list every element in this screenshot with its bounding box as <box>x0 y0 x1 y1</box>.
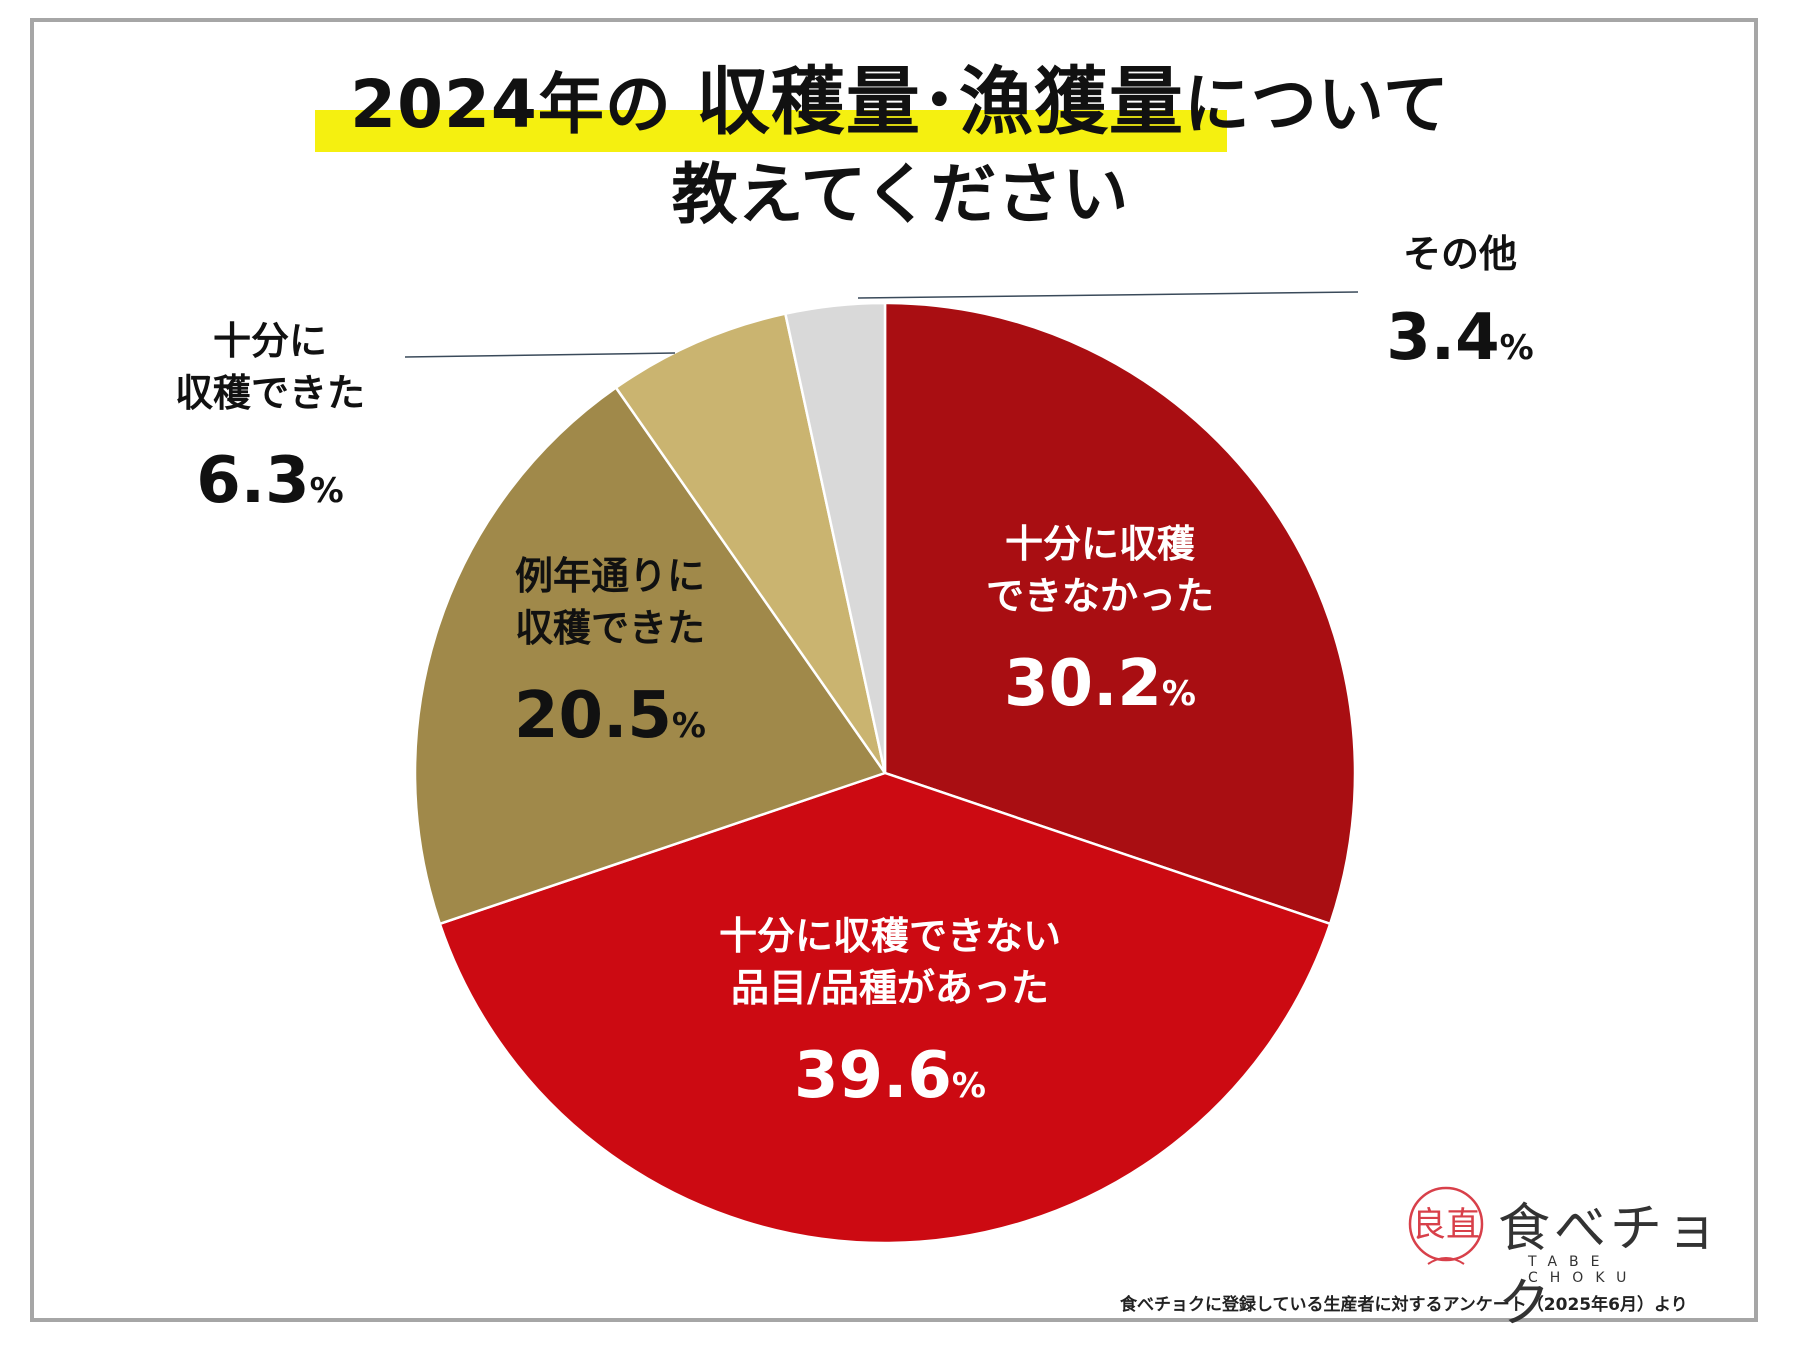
title-suffix: について <box>1183 66 1450 143</box>
slice-label-3: 十分に 収穫できた 6.3% <box>130 315 410 531</box>
title-line2: 教えてください <box>671 156 1129 233</box>
slice-0-name-line1: 十分に収穫 <box>1004 522 1195 566</box>
pie-slice-3 <box>614 312 887 774</box>
slice-3-name-line2: 収穫できた <box>174 371 365 415</box>
slice-0-name-line2: できなかった <box>985 574 1214 618</box>
slice-4-name-line1: その他 <box>1402 232 1517 276</box>
chart-title: 2024年の 収穫量･漁獲量について 教えてください <box>0 60 1800 237</box>
leader-line-3 <box>404 352 676 358</box>
source-footnote: 食べチョクに登録している生産者に対するアンケート（2025年6月）より <box>1120 1295 1688 1315</box>
slice-label-0: 十分に収穫 できなかった 30.2% <box>935 518 1265 734</box>
slice-2-value: 20.5% <box>514 679 706 753</box>
slice-label-2: 例年通りに 収穫できた 20.5% <box>445 550 775 766</box>
pie-slice-1 <box>438 771 1332 1245</box>
pie-slice-4 <box>783 301 887 774</box>
title-line1: 2024年の 収穫量･漁獲量について <box>350 60 1450 147</box>
slice-2-name-line1: 例年通りに <box>514 554 705 598</box>
logo-mark-text: 良直 <box>1412 1205 1480 1245</box>
logo-mark-icon: 良直 <box>1408 1186 1484 1265</box>
logo-name: 食べチョク <box>1498 1199 1723 1334</box>
slice-0-value: 30.2% <box>1004 647 1196 721</box>
slice-1-name-line1: 十分に収穫できない <box>718 914 1061 958</box>
title-highlight-text: 収穫量･漁獲量 <box>695 59 1184 145</box>
pie-slice-0 <box>883 301 1357 926</box>
brand-logo: 良直 食べチョク TABE CHOKU <box>1398 1178 1738 1334</box>
slice-1-name-line2: 品目/品種があった <box>731 966 1049 1010</box>
title-highlight <box>315 110 1227 152</box>
slice-4-value: 3.4% <box>1386 301 1534 375</box>
slice-label-1: 十分に収穫できない 品目/品種があった 39.6% <box>640 910 1140 1126</box>
slice-3-value: 6.3% <box>196 444 344 518</box>
slice-1-value: 39.6% <box>794 1039 986 1113</box>
leader-line-4 <box>857 291 1359 299</box>
slice-label-4: その他 3.4% <box>1360 228 1560 388</box>
logo-subtitle: TABE CHOKU <box>1528 1254 1639 1286</box>
chart-frame <box>30 18 1758 1322</box>
title-prefix: 2024年の <box>350 66 672 143</box>
slice-3-name-line1: 十分に <box>212 319 327 363</box>
pie-slice-2 <box>413 385 887 926</box>
slice-2-name-line2: 収穫できた <box>514 606 705 650</box>
